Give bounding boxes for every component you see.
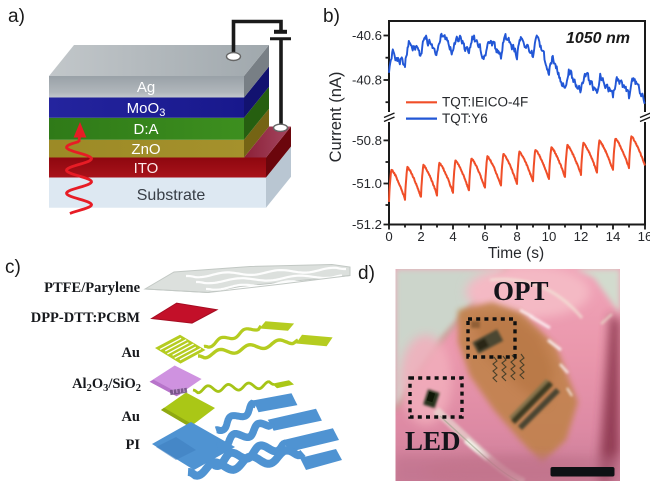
svg-text:MoO3: MoO3 [127, 100, 166, 119]
svg-text:-51.2: -51.2 [352, 217, 382, 232]
svg-text:10: 10 [542, 229, 557, 244]
svg-text:Time (s): Time (s) [488, 245, 544, 262]
svg-text:OPT: OPT [493, 276, 549, 306]
svg-text:-40.8: -40.8 [352, 73, 382, 88]
svg-text:TQT:Y6: TQT:Y6 [442, 111, 488, 126]
svg-text:12: 12 [574, 229, 589, 244]
svg-text:-40.6: -40.6 [352, 28, 382, 43]
svg-text:LED: LED [405, 426, 461, 456]
svg-text:Au: Au [121, 409, 140, 425]
svg-text:Current (nA): Current (nA) [327, 72, 345, 163]
svg-text:PTFE/Parylene: PTFE/Parylene [44, 280, 140, 296]
svg-text:Al2O3/SiO2: Al2O3/SiO2 [72, 376, 141, 394]
svg-text:Substrate: Substrate [137, 187, 206, 204]
svg-text:4: 4 [449, 229, 456, 244]
svg-text:ZnO: ZnO [131, 141, 160, 158]
svg-text:6: 6 [481, 229, 488, 244]
svg-text:0: 0 [385, 229, 392, 244]
svg-text:14: 14 [606, 229, 621, 244]
svg-text:PI: PI [126, 437, 141, 453]
svg-text:Ag: Ag [137, 79, 155, 96]
svg-text:DPP-DTT:PCBM: DPP-DTT:PCBM [31, 310, 141, 326]
svg-text:TQT:IEICO-4F: TQT:IEICO-4F [442, 95, 528, 110]
svg-text:-51.0: -51.0 [352, 176, 382, 191]
svg-text:1050 nm: 1050 nm [566, 30, 630, 47]
svg-text:16: 16 [638, 229, 650, 244]
svg-text:2: 2 [417, 229, 424, 244]
svg-text:8: 8 [513, 229, 520, 244]
svg-text:-50.8: -50.8 [352, 133, 382, 148]
svg-text:ITO: ITO [134, 160, 159, 177]
svg-text:D:A: D:A [133, 121, 158, 138]
svg-text:Au: Au [121, 345, 140, 361]
